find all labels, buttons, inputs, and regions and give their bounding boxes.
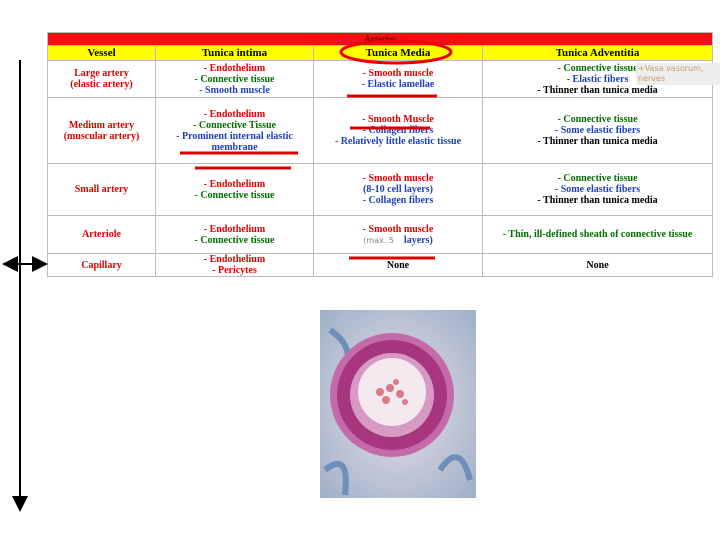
table-cell: - Smooth muscle (8-10 cell layers) - Colla… <box>313 163 483 216</box>
cell-line: - Collagen fibers <box>362 125 434 136</box>
cell-line: - Thinner than tunica media <box>537 84 658 96</box>
cell-line: - Smooth muscle <box>362 173 434 184</box>
cell-line: - Endothelium <box>203 178 266 190</box>
cell-line: - Some elastic fibers <box>554 125 641 136</box>
cell-line: None <box>386 259 410 271</box>
cell-line: - Connective tissue <box>194 234 275 246</box>
cell-line: Arteriole <box>82 229 121 240</box>
max-note: (max. 5 <box>363 235 394 245</box>
cell-line: layers) <box>403 234 433 246</box>
cell-line: - Connective tissue <box>557 173 638 184</box>
header-cell: Vessel <box>47 45 156 61</box>
cell-line: - Endothelium <box>203 62 266 74</box>
cell-line: - Elastic lamellae <box>361 79 435 90</box>
cell-line: - Elastic fibers <box>566 73 629 85</box>
cell-line: (8-10 cell layers) <box>363 184 433 195</box>
table-title: Arteries <box>46 32 714 46</box>
cell-line: - Smooth Muscle <box>362 114 434 125</box>
cell-line: - Connective Tissue <box>193 119 276 131</box>
cell-line: - Smooth muscle <box>362 68 434 79</box>
cell-line: - Relatively little elastic tissue <box>334 136 462 147</box>
table-cell: Medium artery (muscular artery) <box>47 97 156 164</box>
table-row: Medium artery (muscular artery) - Endothel… <box>47 97 714 164</box>
cell-line: - Thinner than tunica media <box>537 195 658 206</box>
cell-line: - Smooth muscle <box>199 84 270 96</box>
vasa-note: +Vasa vasorum, nerves <box>636 63 720 85</box>
table-cell: None <box>481 253 714 277</box>
table-cell: - Endothelium - Connective tissue <box>155 215 314 254</box>
cell-line: - Thin, ill-defined sheath of connective… <box>502 229 693 240</box>
cell-line: - Connective tissue <box>194 73 275 85</box>
cell-line: - Thinner than tunica media <box>537 136 658 147</box>
table-row: Large artery (elastic artery) - Endotheliu… <box>47 60 714 98</box>
cell-line: - Smooth muscle <box>362 223 434 235</box>
cell-line: membrane <box>211 141 258 153</box>
table-cell: - Endothelium - Connective tissue - Smooth… <box>155 60 314 98</box>
cell-line: Large artery <box>74 68 129 79</box>
table-cell: Capillary <box>47 253 156 277</box>
highlight-ellipse <box>339 39 453 65</box>
micrograph <box>320 310 476 498</box>
cell-line: Small artery <box>74 184 129 195</box>
table-cell: - Smooth Muscle - Collagen fibers - Relati… <box>313 97 483 164</box>
cell-line: - Collagen fibers <box>362 195 434 206</box>
cell-line: - Connective tissue <box>557 62 638 74</box>
table-cell: Small artery <box>47 163 156 216</box>
cell-line: - Endothelium <box>203 108 266 120</box>
table-cell: Arteriole <box>47 215 156 254</box>
underlines <box>180 94 437 260</box>
table-cell: - Connective tissue - Some elastic fibers… <box>481 97 714 164</box>
cell-line: - Connective tissue <box>194 189 275 201</box>
cell-line: Medium artery <box>68 119 135 131</box>
cell-line: - Some elastic fibers <box>554 184 641 195</box>
cell-line: None <box>586 259 609 271</box>
cell-line: - Endothelium <box>203 223 266 235</box>
cell-line: (elastic artery) <box>70 79 133 90</box>
table-cell: - Endothelium - Pericytes <box>155 253 314 277</box>
cell-line: - Pericytes <box>212 265 257 276</box>
cell-line: (muscular artery) <box>63 130 140 142</box>
cell-line: (max. 5 layers) <box>314 235 482 246</box>
table-cell: - Connective tissue - Some elastic fibers… <box>481 163 714 216</box>
table-cell: Large artery (elastic artery) <box>47 60 156 98</box>
table-row: Small artery - Endothelium - Connective ti… <box>47 163 714 216</box>
table-cell: - Smooth muscle - Elastic lamellae <box>313 60 483 98</box>
cell-line: - Connective tissue <box>557 114 638 125</box>
cell-line: - Prominent internal elastic <box>176 130 293 142</box>
header-cell: Tunica Adventitia <box>481 45 714 61</box>
cell-line: Capillary <box>81 259 122 271</box>
cell-line: - Endothelium <box>203 254 266 265</box>
